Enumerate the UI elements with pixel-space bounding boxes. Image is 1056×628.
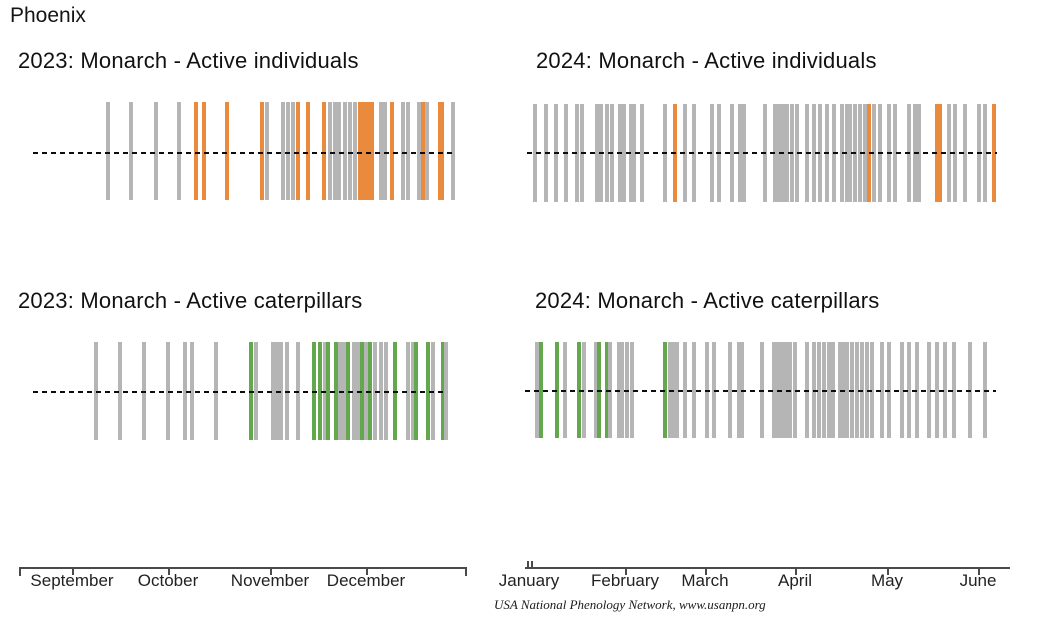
month-label: February xyxy=(590,571,660,590)
plot-area xyxy=(525,342,996,438)
axis-tick xyxy=(978,568,980,575)
activity-bar xyxy=(343,102,348,200)
panel-title-2023-caterpillars: 2023: Monarch - Active caterpillars xyxy=(18,288,363,313)
axis-tick xyxy=(625,568,627,575)
axis-tick xyxy=(705,568,707,575)
axis-tick xyxy=(270,568,272,575)
activity-bar xyxy=(154,102,159,200)
month-label: December xyxy=(326,571,406,590)
month-label: September xyxy=(30,571,114,590)
activity-bar xyxy=(328,102,332,200)
page-title: Phoenix xyxy=(10,4,86,27)
plot-area xyxy=(527,104,997,202)
activity-bar xyxy=(194,102,199,200)
activity-bar xyxy=(128,102,133,200)
activity-bar xyxy=(106,102,110,200)
axis-tick xyxy=(527,561,529,567)
activity-bar xyxy=(425,102,429,200)
month-label: May xyxy=(870,571,904,590)
activity-bar xyxy=(225,102,229,200)
activity-bar xyxy=(322,102,327,200)
activity-bar xyxy=(438,102,445,200)
axis-tick xyxy=(795,568,797,575)
x-axis-line xyxy=(525,567,1010,569)
activity-bar xyxy=(420,102,425,200)
activity-bar xyxy=(352,102,357,200)
activity-bar xyxy=(286,102,291,200)
activity-bar xyxy=(382,102,387,200)
baseline-dashed-line xyxy=(33,391,446,393)
plot-area xyxy=(33,102,455,200)
axis-tick xyxy=(19,568,21,576)
activity-bar xyxy=(295,102,300,200)
plot-area xyxy=(33,342,449,440)
month-label: October xyxy=(137,571,199,590)
activity-bar xyxy=(379,102,383,200)
activity-bar xyxy=(306,102,310,200)
panel-title-2024-individuals: 2024: Monarch - Active individuals xyxy=(536,48,877,73)
month-label: March xyxy=(681,571,729,590)
activity-bar xyxy=(390,102,394,200)
activity-bar xyxy=(450,102,455,200)
axis-tick xyxy=(72,568,74,575)
axis-tick xyxy=(887,568,889,575)
axis-tick xyxy=(366,568,368,575)
attribution-text: USA National Phenology Network, www.usan… xyxy=(494,597,766,612)
activity-bar xyxy=(336,102,341,200)
activity-bar xyxy=(444,342,449,440)
axis-tick xyxy=(465,568,467,576)
activity-bar xyxy=(357,102,374,200)
activity-bar xyxy=(401,102,405,200)
activity-bar xyxy=(260,102,264,200)
activity-bar xyxy=(417,102,421,200)
axis-tick xyxy=(531,561,533,567)
activity-bar xyxy=(201,102,206,200)
activity-bar xyxy=(406,102,410,200)
month-label: June xyxy=(959,571,997,590)
panel-title-2024-caterpillars: 2024: Monarch - Active caterpillars xyxy=(535,288,880,313)
activity-bar xyxy=(281,102,286,200)
baseline-dashed-line xyxy=(33,152,455,154)
activity-bar xyxy=(176,102,181,200)
month-label: November xyxy=(230,571,310,590)
baseline-dashed-line xyxy=(527,152,997,154)
activity-bar xyxy=(333,102,337,200)
x-axis-line xyxy=(19,567,467,569)
activity-bar xyxy=(347,102,352,200)
month-label: April xyxy=(777,571,813,590)
panel-title-2023-individuals: 2023: Monarch - Active individuals xyxy=(18,48,359,73)
activity-bar xyxy=(290,102,295,200)
activity-bar xyxy=(265,102,270,200)
month-label: January xyxy=(498,571,560,590)
axis-tick xyxy=(168,568,170,575)
baseline-dashed-line xyxy=(525,390,996,392)
